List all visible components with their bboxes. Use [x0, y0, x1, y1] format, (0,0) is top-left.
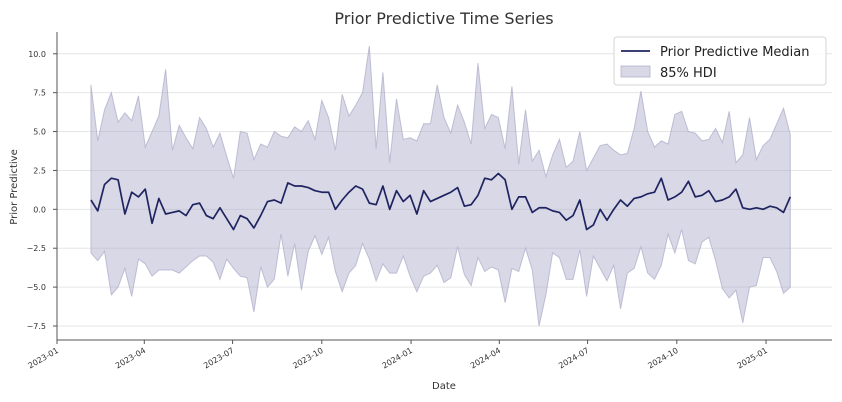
legend-median-label: Prior Predictive Median [660, 45, 810, 60]
y-tick-label: 7.5 [33, 89, 46, 98]
x-tick-label: 2023-01 [27, 346, 60, 371]
x-tick-label: 2024-04 [469, 346, 502, 371]
axes [53, 32, 832, 344]
y-tick-label: −5.0 [27, 283, 46, 292]
chart-title: Prior Predictive Time Series [334, 9, 553, 28]
x-tick-label: 2024-01 [381, 346, 414, 371]
x-tick-label: 2023-04 [114, 346, 147, 371]
y-tick-label: 0.0 [33, 205, 46, 214]
y-axis-label: Prior Predictive [9, 149, 20, 224]
x-tick-labels: 2023-01 2023-04 2023-07 2023-10 2024-01 2024-… [27, 346, 770, 371]
hdi-band-layer [90, 45, 791, 327]
y-tick-label: 5.0 [33, 128, 46, 137]
x-axis-label: Date [432, 381, 456, 392]
y-tick-label: −2.5 [27, 244, 46, 253]
gridlines [57, 53, 832, 327]
x-tick-label: 2023-07 [202, 346, 235, 371]
legend-frame [613, 36, 827, 86]
legend: Prior Predictive Median 85% HDI [613, 36, 827, 86]
y-tick-label: 10.0 [28, 50, 46, 59]
x-tick-label: 2025-01 [736, 346, 769, 371]
legend-hdi-swatch [620, 65, 651, 78]
x-tick-label: 2024-10 [646, 346, 679, 371]
x-tick-label: 2023-10 [291, 346, 324, 371]
y-tick-labels: −7.5 −5.0 −2.5 0.0 2.5 5.0 7.5 10.0 [27, 50, 46, 331]
x-tick-label: 2024-07 [557, 346, 590, 371]
y-tick-label: 2.5 [33, 166, 46, 175]
y-tick-label: −7.5 [27, 322, 46, 331]
median-line-layer [90, 172, 792, 231]
legend-hdi-label: 85% HDI [660, 66, 717, 81]
hdi-band [90, 45, 791, 327]
median-line [90, 172, 792, 231]
